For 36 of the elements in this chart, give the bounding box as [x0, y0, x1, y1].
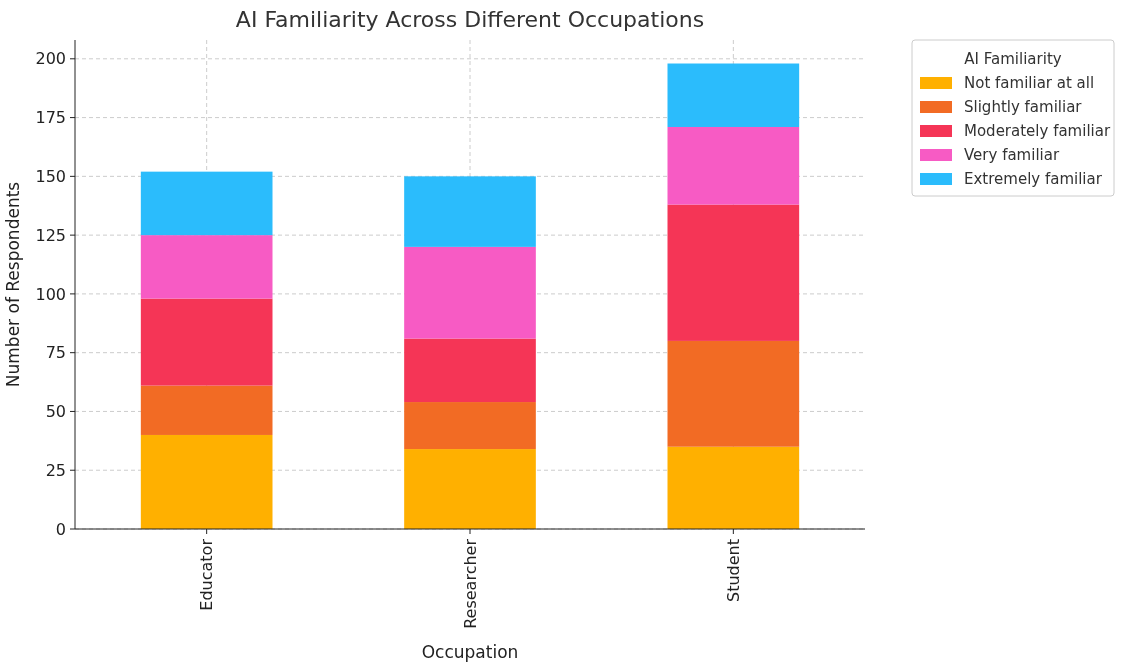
x-tick-label: Educator	[197, 538, 217, 611]
bar	[667, 204, 800, 341]
bar	[404, 449, 536, 529]
bar	[667, 63, 800, 127]
y-axis-title: Number of Respondents	[3, 181, 23, 388]
legend-label: Very familiar	[964, 146, 1060, 165]
chart-title: AI Familiarity Across Different Occupations	[235, 7, 705, 32]
legend-label: Slightly familiar	[964, 98, 1083, 117]
y-tick-label: 75	[45, 343, 66, 363]
y-tick-label: 200	[35, 49, 66, 69]
x-axis-title: Occupation	[421, 642, 519, 662]
bar	[140, 235, 273, 299]
bar	[140, 298, 273, 386]
bar	[140, 385, 273, 435]
y-tick-label: 175	[35, 108, 66, 128]
x-tick-label: Student	[723, 539, 743, 602]
bar	[140, 434, 273, 529]
bar	[667, 446, 800, 529]
bar	[404, 402, 536, 450]
bar	[667, 126, 800, 205]
bar	[140, 171, 273, 236]
bar	[404, 338, 536, 403]
y-tick-label: 125	[35, 225, 66, 245]
y-tick-label: 50	[45, 402, 66, 422]
y-tick-label: 150	[35, 166, 66, 186]
y-tick-label: 0	[55, 519, 66, 539]
legend-label: Moderately familiar	[964, 122, 1111, 141]
y-tick-label: 25	[45, 460, 66, 480]
bar	[404, 246, 536, 339]
y-tick-label: 100	[35, 284, 66, 304]
legend-label: Not familiar at all	[964, 74, 1095, 93]
legend-label: Extremely familiar	[964, 170, 1103, 189]
bar	[404, 176, 536, 247]
x-tick-label: Researcher	[460, 538, 480, 629]
bar	[667, 340, 800, 447]
legend-title: AI Familiarity	[964, 50, 1062, 68]
